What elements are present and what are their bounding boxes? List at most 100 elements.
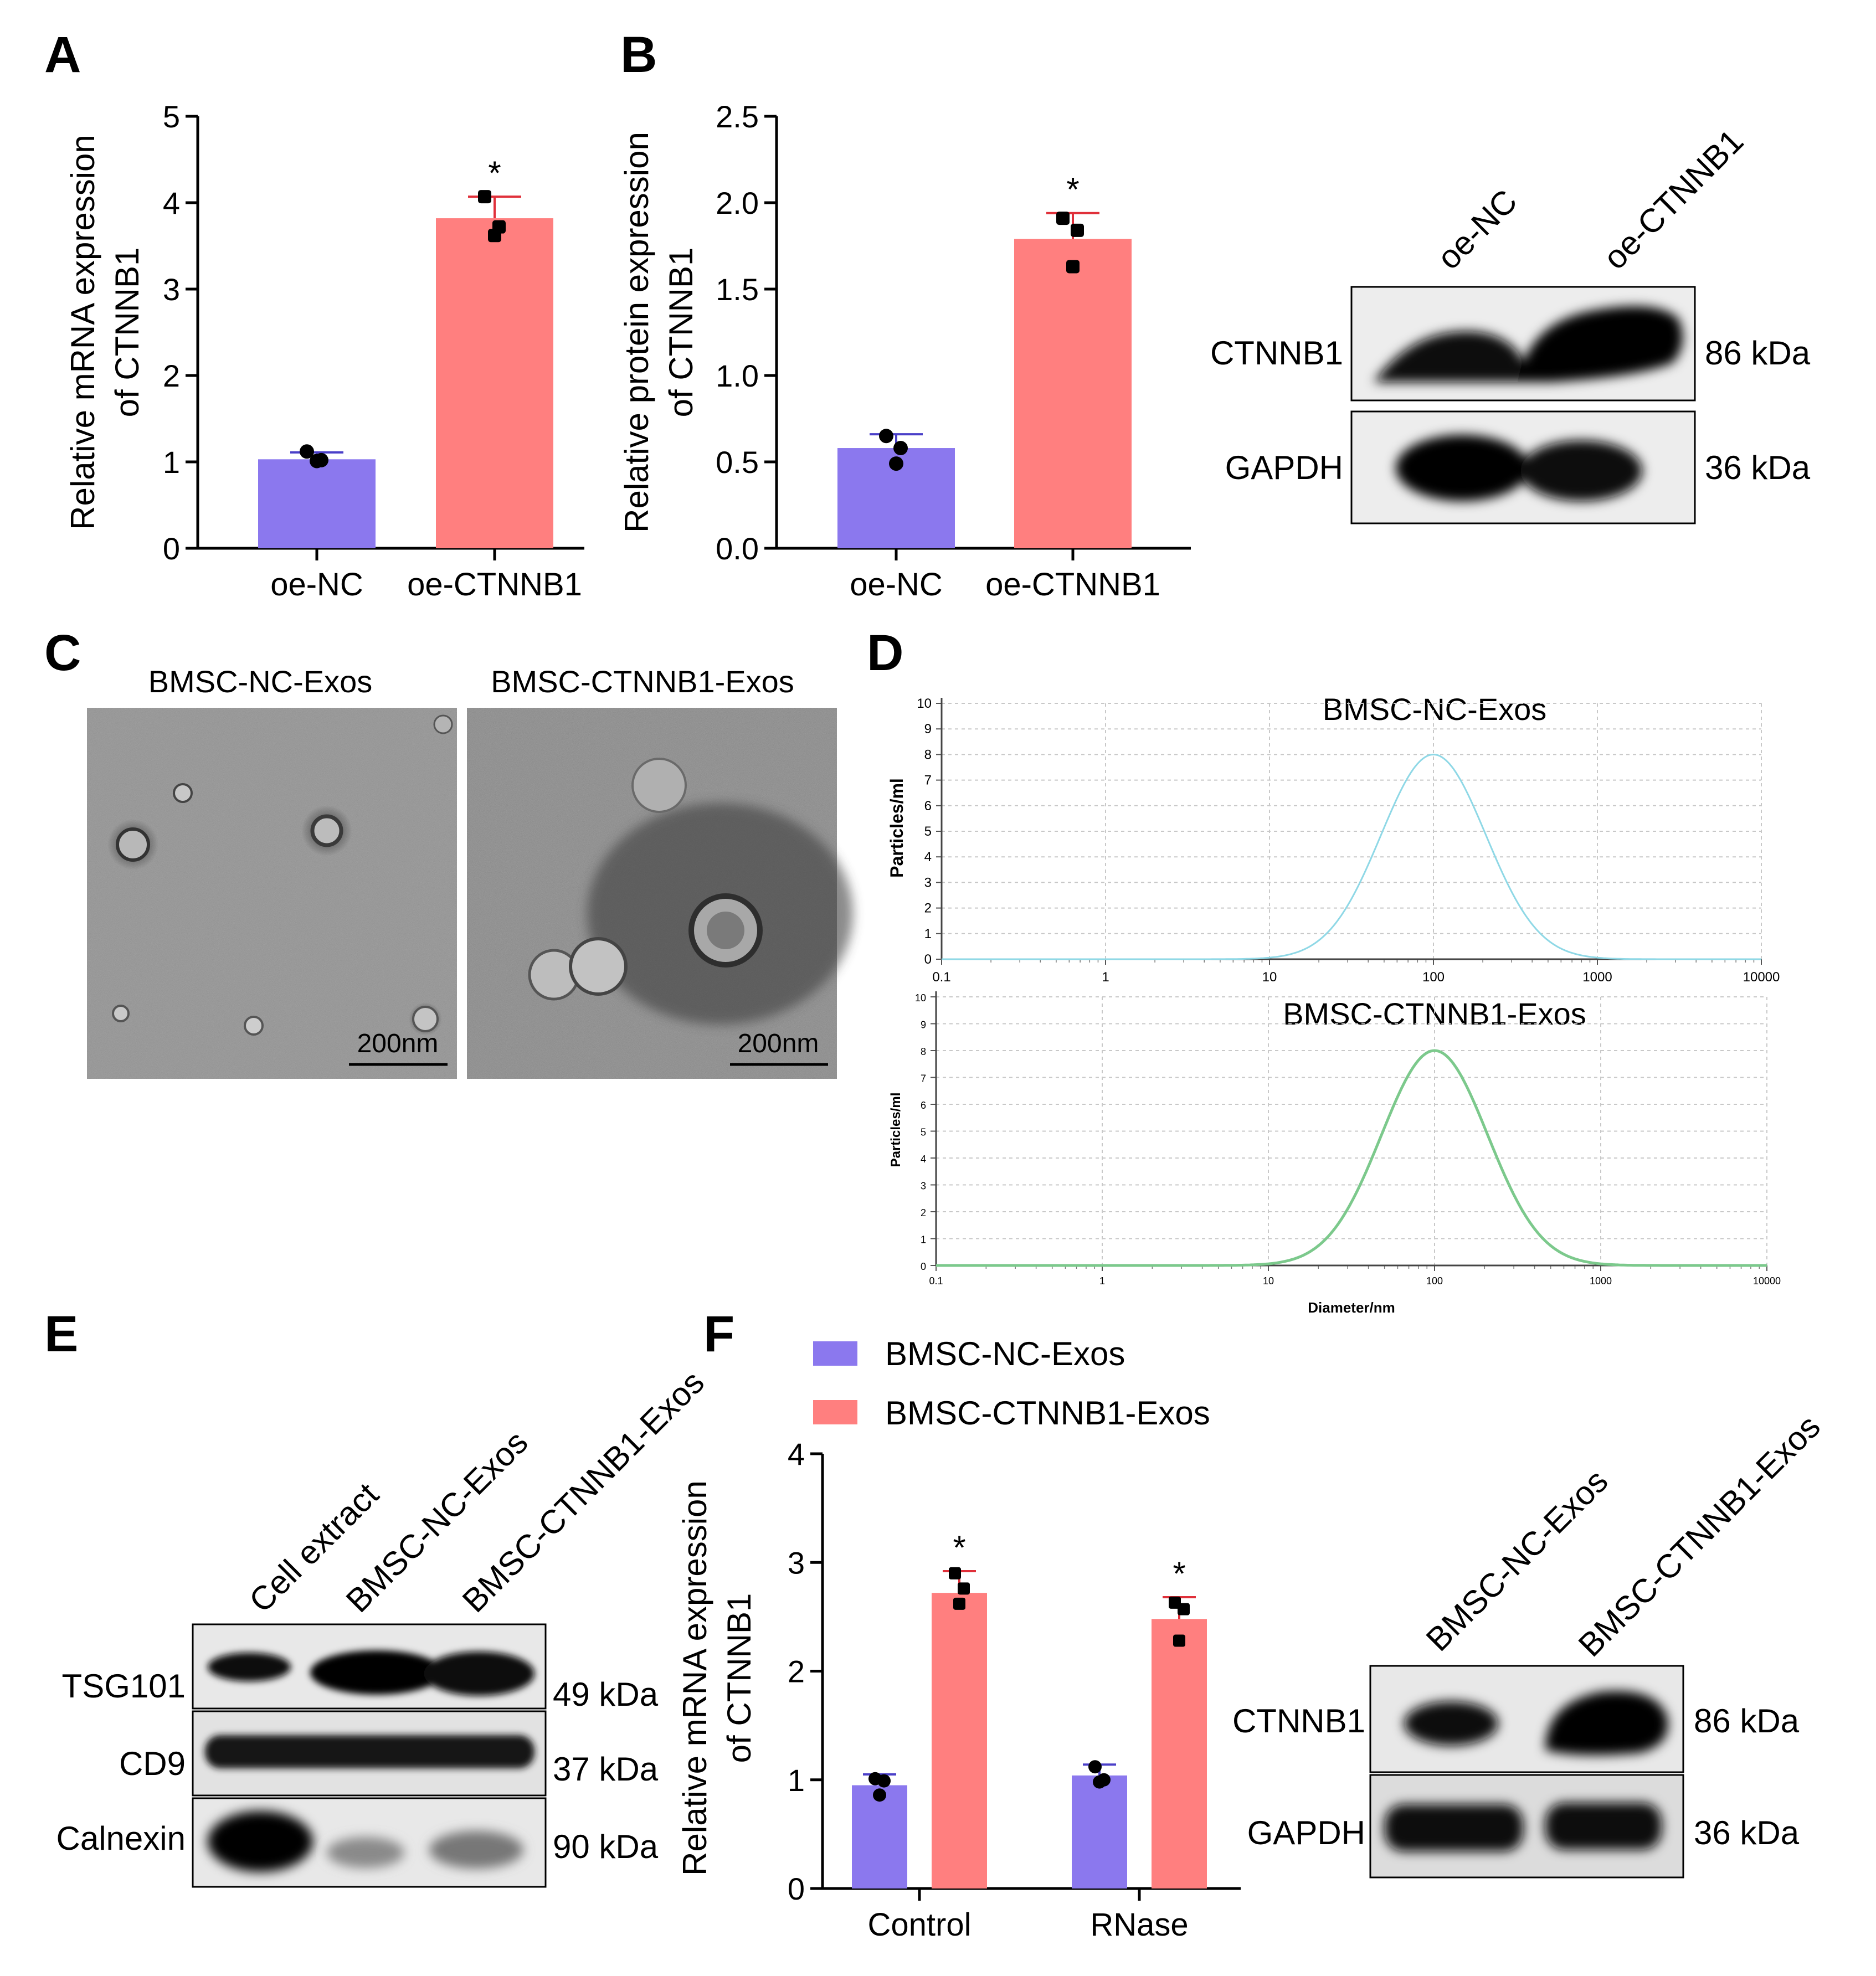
significance-mark: *: [488, 155, 501, 192]
vesicles: [107, 714, 453, 1036]
y-tick-label: 1: [921, 1234, 926, 1246]
band: [205, 1735, 534, 1768]
bar: [1152, 1619, 1207, 1888]
panel-letter-d: D: [867, 625, 903, 681]
y-tick-label: 3: [163, 272, 180, 307]
band-group: [1374, 306, 1683, 382]
blot-e-row-size: 37 kDa: [553, 1751, 659, 1788]
distribution-line: [936, 1049, 1767, 1267]
band: [310, 1650, 443, 1695]
data-point: [873, 1788, 886, 1802]
vesicle: [433, 714, 453, 734]
vesicle: [244, 1016, 264, 1036]
data-point: [1071, 223, 1084, 237]
chart-d-lower-xlabel: Diameter/nm: [1308, 1299, 1395, 1316]
legend-label: BMSC-CTNNB1-Exos: [885, 1394, 1210, 1432]
data-point: [893, 441, 908, 456]
chart-f-ylabel-line2: of CTNNB1: [721, 1593, 758, 1763]
y-tick-label: 3: [788, 1545, 805, 1580]
chart-d-lower-ylabel: Particles/ml: [888, 1093, 903, 1167]
y-tick-label: 1.0: [716, 358, 759, 393]
band: [429, 1831, 523, 1869]
significance-mark: *: [1066, 171, 1079, 208]
y-tick-label: 6: [924, 799, 932, 814]
x-tick-label: 0.1: [932, 970, 950, 985]
vesicle: [707, 912, 744, 949]
band-group: [1404, 1691, 1668, 1755]
significance-mark: *: [1173, 1555, 1185, 1592]
vesicle: [112, 1005, 130, 1022]
band: [424, 1651, 534, 1696]
band: [1396, 435, 1529, 501]
chart-b: Relative protein expression of CTNNB1 0.…: [618, 99, 1191, 603]
y-tick-label: 8: [921, 1046, 926, 1057]
y-tick-label: 3: [921, 1181, 926, 1192]
panel-letter-a: A: [44, 27, 81, 83]
vesicle: [412, 1006, 439, 1032]
panel-letter-e: E: [44, 1306, 78, 1362]
data-point: [1178, 1603, 1190, 1615]
blot-b-row-label: CTNNB1: [1210, 335, 1343, 372]
vesicle: [173, 783, 193, 803]
vesicle: [631, 758, 687, 813]
band-group: [1385, 1803, 1662, 1851]
blot-f: BMSC-NC-Exos BMSC-CTNNB1-Exos CTNNB1 86 …: [1232, 1408, 1827, 1879]
tem-image-nc: 200nm: [87, 708, 457, 1079]
y-tick-label: 2.0: [716, 186, 759, 220]
data-point: [958, 1582, 970, 1595]
x-tick-label: 10: [1263, 1275, 1274, 1287]
y-tick-label: 5: [921, 1127, 926, 1138]
band: [208, 1811, 313, 1872]
chart-f-legend: BMSC-NC-Exos BMSC-CTNNB1-Exos: [813, 1335, 1210, 1432]
panel-letter-f: F: [703, 1306, 734, 1362]
chart-d-upper-ylabel: Particles/ml: [887, 778, 907, 878]
y-tick-label: 6: [921, 1100, 926, 1111]
data-point: [488, 229, 501, 243]
x-tick-label: 10000: [1753, 1275, 1781, 1287]
panel-letters: A B C D E F: [44, 27, 903, 1362]
blot-b-row-size: 36 kDa: [1705, 449, 1811, 486]
blot-b-row-gapdh: GAPDH 36 kDa: [1225, 410, 1811, 524]
data-point: [478, 190, 491, 204]
y-tick-label: 9: [921, 1020, 926, 1031]
tem-image-ctnnb1: 200nm: [467, 708, 853, 1079]
vesicles: [528, 758, 853, 1025]
x-tick-label: 1000: [1590, 1275, 1612, 1287]
blot-f-row-gapdh: GAPDH 36 kDa: [1247, 1774, 1800, 1879]
y-tick-label: 2: [921, 1207, 926, 1218]
chart-b-ylabel-line1: Relative protein expression: [618, 132, 655, 533]
vesicle: [310, 814, 343, 847]
y-tick-label: 1.5: [716, 272, 759, 307]
band: [1520, 440, 1642, 501]
blot-e: Cell extract BMSC-NC-Exos BMSC-CTNNB1-Ex…: [56, 1363, 711, 1888]
band-group: [1396, 435, 1642, 501]
blot-e-row-cd9: CD9 37 kDa: [119, 1710, 659, 1797]
y-tick-label: 1: [924, 927, 932, 941]
band: [1518, 306, 1683, 382]
band: [1385, 1804, 1523, 1851]
y-tick-label: 10: [917, 696, 932, 711]
chart-d-upper: BMSC-NC-Exos Particles/ml 0 1 2 3 4 5 6 7 8 9 10 0.…: [887, 692, 1780, 985]
x-tick-label: oe-NC: [850, 567, 943, 603]
y-tick-label: 2: [163, 358, 180, 393]
blot-f-row-size: 86 kDa: [1694, 1702, 1800, 1740]
y-tick-label: 0: [924, 952, 932, 967]
tem-texture: [87, 708, 457, 1079]
band-group: [205, 1735, 534, 1768]
data-point: [300, 444, 314, 459]
y-tick-label: 0.5: [716, 445, 759, 480]
data-point: [1066, 260, 1080, 274]
significance-mark: *: [953, 1529, 965, 1566]
blot-f-row-label: CTNNB1: [1232, 1702, 1365, 1740]
chart-a-ylabel-line2: of CTNNB1: [109, 248, 146, 418]
blot-f-row-label: GAPDH: [1247, 1814, 1365, 1851]
x-tick-label: 1: [1099, 1275, 1105, 1287]
y-tick-label: 0: [788, 1871, 805, 1906]
data-point: [879, 429, 893, 444]
y-tick-label: 1: [163, 445, 180, 480]
y-tick-label: 5: [163, 99, 180, 134]
y-tick-label: 0: [163, 531, 180, 566]
legend-swatch-nc: [813, 1341, 857, 1366]
data-point: [1088, 1760, 1102, 1774]
